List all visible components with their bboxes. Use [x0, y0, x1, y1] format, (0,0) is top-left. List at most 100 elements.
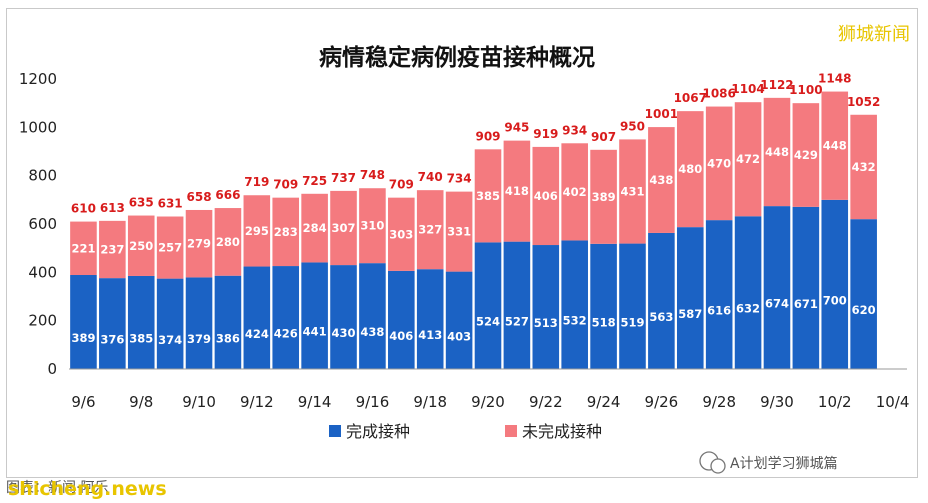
bar-completed: [590, 243, 617, 369]
bar-incomplete: [156, 216, 184, 279]
x-tick-label: 9/16: [356, 393, 390, 411]
x-tick-label: 9/20: [471, 393, 505, 411]
label-completed: 563: [649, 310, 673, 324]
bar-incomplete: [301, 193, 328, 263]
bar-incomplete: [734, 102, 762, 217]
bar-completed: [272, 266, 300, 369]
label-total: 1104: [731, 82, 764, 96]
bar-incomplete: [388, 197, 415, 271]
y-tick-label: 1200: [19, 70, 57, 88]
label-incomplete: 448: [823, 139, 847, 153]
label-completed: 532: [563, 314, 587, 328]
label-completed: 620: [852, 303, 876, 317]
label-completed: 413: [418, 328, 442, 342]
bar-incomplete: [705, 106, 733, 221]
footer-credit: 图表：新闻·阿乐: [6, 480, 108, 496]
brand-watermark: 狮城新闻: [838, 24, 910, 45]
label-completed: 700: [823, 293, 847, 307]
label-total: 613: [100, 201, 125, 215]
site-watermark: shicheng.news: [8, 478, 167, 500]
label-incomplete: 279: [187, 237, 211, 251]
legend: 完成接种 未完成接种: [329, 422, 602, 441]
bar-incomplete: [474, 149, 502, 243]
label-completed: 376: [100, 333, 124, 347]
label-incomplete: 331: [447, 225, 471, 239]
bar-completed: [243, 266, 271, 369]
label-completed: 385: [129, 331, 153, 345]
label-completed: 518: [592, 315, 616, 329]
bar-completed: [214, 275, 242, 369]
bar-completed: [821, 199, 849, 369]
bar-incomplete: [619, 139, 646, 244]
bar-completed: [676, 227, 704, 369]
label-completed: 587: [678, 307, 702, 321]
label-incomplete: 470: [707, 156, 731, 170]
bar-incomplete: [416, 190, 444, 270]
x-tick-label: 10/4: [876, 393, 910, 411]
label-total: 934: [562, 123, 587, 137]
bar-incomplete: [330, 190, 357, 266]
label-incomplete: 431: [620, 184, 644, 198]
label-completed: 441: [303, 325, 327, 339]
label-incomplete: 389: [592, 190, 616, 204]
label-incomplete: 448: [765, 145, 789, 159]
label-completed: 426: [274, 327, 298, 341]
bar-incomplete: [561, 143, 588, 241]
x-tick-label: 9/28: [702, 393, 736, 411]
bar-completed: [330, 265, 357, 369]
label-total: 737: [331, 171, 356, 185]
bar-incomplete: [214, 208, 242, 276]
bar-completed: [503, 241, 531, 369]
y-tick-label: 600: [28, 215, 57, 233]
bar-completed: [619, 243, 646, 369]
chart-title: 病情稳定病例疫苗接种概况: [319, 44, 595, 71]
label-incomplete: 303: [389, 227, 413, 241]
label-incomplete: 307: [332, 221, 356, 235]
bar-incomplete: [648, 127, 675, 233]
label-completed: 386: [216, 331, 240, 345]
x-tick-label: 9/12: [240, 393, 274, 411]
bar-incomplete: [763, 97, 791, 207]
x-tick-label: 9/22: [529, 393, 563, 411]
label-incomplete: 310: [360, 219, 384, 233]
x-tick-label: 9/8: [129, 393, 153, 411]
label-incomplete: 221: [71, 241, 95, 255]
label-total: 909: [475, 129, 500, 143]
label-total: 945: [504, 121, 529, 135]
x-tick-label: 9/30: [760, 393, 794, 411]
legend-swatch: [329, 425, 341, 437]
label-total: 734: [447, 172, 472, 186]
bar-completed: [388, 270, 415, 369]
label-total: 631: [158, 197, 183, 211]
x-tick-label: 9/24: [587, 393, 621, 411]
y-tick-label: 800: [28, 167, 57, 185]
bar-incomplete: [185, 209, 213, 278]
label-completed: 438: [360, 325, 384, 339]
label-completed: 406: [389, 329, 413, 343]
label-completed: 430: [332, 326, 356, 340]
x-tick-label: 10/2: [818, 393, 852, 411]
chart-frame: 病情稳定病例疫苗接种概况 狮城新闻 0 200 400 600 800 1000 1200 …: [6, 8, 918, 478]
legend-label: 未完成接种: [522, 422, 602, 441]
label-total: 1052: [847, 95, 880, 109]
bar-completed: [474, 242, 502, 369]
label-incomplete: 438: [649, 173, 673, 187]
bar-completed: [127, 275, 155, 369]
bar-completed: [792, 206, 820, 369]
label-total: 1086: [702, 87, 735, 101]
label-completed: 513: [534, 316, 558, 330]
bar-incomplete: [99, 220, 126, 279]
bar-completed: [763, 206, 791, 369]
bar-series: 389 221 610 376 237 613 385 250 635 374 257 631 379 2…: [70, 72, 880, 369]
legend-swatch: [505, 425, 517, 437]
label-total: 658: [187, 190, 212, 204]
bar-completed: [445, 271, 473, 369]
bar-completed: [648, 232, 675, 369]
label-completed: 616: [707, 304, 731, 318]
bar-completed: [850, 219, 877, 369]
legend-label: 完成接种: [346, 422, 410, 441]
label-total: 1122: [760, 78, 793, 92]
bar-completed: [99, 278, 126, 369]
label-incomplete: 280: [216, 235, 240, 249]
label-incomplete: 295: [245, 224, 269, 238]
